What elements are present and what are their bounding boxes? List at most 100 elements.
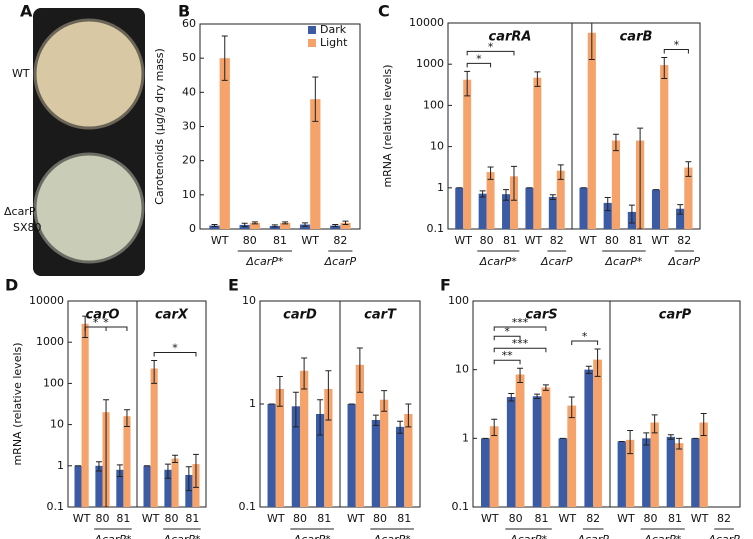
error-bar [503,189,510,201]
x-tick-label: 81 [397,512,411,525]
significance-label: * [504,325,510,338]
bar [699,422,708,507]
bar [548,196,557,229]
error-bar [221,35,228,81]
plate [33,18,145,130]
x-tick-label: 81 [668,512,682,525]
bar [558,438,568,507]
gene-title: carS [525,308,557,323]
y-tick-label: 1 [57,459,64,472]
error-bar [534,71,541,87]
y-tick-label: 10000 [409,16,444,29]
group-label: ΔcarP* [509,533,547,539]
legend-swatch [308,26,316,34]
y-axis-label: mRNA (relative levels) [381,64,394,187]
error-bar [508,392,515,402]
error-bar [534,393,541,400]
bar [143,465,151,507]
error-bar [356,347,363,393]
bar [666,436,675,507]
bar [330,225,341,229]
error-bar [643,432,650,446]
significance-label: ** [502,349,514,362]
x-tick-label: 81 [273,234,287,247]
group-label: ΔcarP* [643,533,681,539]
y-tick-label: 10 [430,140,444,153]
bar [567,405,577,507]
x-tick-label: WT [691,512,709,525]
bar [171,458,179,507]
x-tick-label: 81 [629,234,643,247]
bar [617,441,626,507]
bar [150,368,158,507]
group-label: ΔcarP [707,533,740,539]
bar [404,413,413,507]
error-bar [479,190,486,198]
y-tick-label: 10 [182,188,196,201]
error-bar [667,434,674,440]
error-bar [185,466,192,492]
bar [587,32,596,229]
error-bar [172,454,179,464]
gene-title: carD [283,308,317,323]
significance-bracket [493,347,547,353]
strain-label: SX80 [13,221,42,234]
group-label: ΔcarP* [479,255,517,268]
photo: A WT ΔcarP SX80 [4,2,145,276]
y-tick-label: 1000 [416,57,444,70]
error-bar [487,166,494,180]
bar [675,443,684,507]
x-tick-label: WT [559,512,577,525]
error-bar [651,414,658,434]
bar [396,426,405,507]
y-tick-label: 100 [448,294,469,307]
bar [541,387,551,507]
bar [74,465,82,507]
gene-title: carT [364,308,397,323]
error-bar [325,370,332,421]
bar [280,222,291,229]
significance-bracket [153,351,197,357]
error-bar [517,367,524,384]
group-label: ΔcarP* [93,533,131,539]
x-tick-label: 81 [535,512,549,525]
error-bar [700,412,707,436]
x-tick-label: 80 [293,512,307,525]
bar [593,359,602,507]
y-tick-label: 100 [423,98,444,111]
error-bar [677,204,684,215]
x-tick-label: 82 [333,234,347,247]
significance-label: * [674,39,680,52]
bar [525,187,534,229]
bar [579,187,588,229]
y-tick-label: 40 [182,85,196,98]
gene-title: carRA [489,30,532,45]
x-tick-label: WT [454,234,472,247]
significance-label: * [582,330,588,343]
bar [275,388,284,507]
y-tick-label: 10000 [29,294,64,307]
error-bar [585,365,592,374]
error-bar [676,437,683,450]
error-bar [164,463,171,479]
bar [676,208,685,229]
error-bar [594,348,601,377]
error-bar [192,453,199,488]
x-tick-label: 80 [605,234,619,247]
error-bar [628,204,635,224]
bar [533,77,542,230]
bar [486,172,495,229]
bar [347,404,356,507]
group-label: ΔcarP [540,255,573,268]
bar [300,370,309,507]
group-label: ΔcarP* [293,533,331,539]
error-bar [317,399,324,436]
x-tick-label: 80 [509,512,523,525]
significance-bracket [466,62,492,68]
bar [324,388,333,507]
significance-label: * [488,40,494,53]
significance-label: * [476,52,482,65]
x-tick-label: WT [347,512,365,525]
y-tick-label: 0.1 [427,222,445,235]
significance-bracket [84,326,128,331]
